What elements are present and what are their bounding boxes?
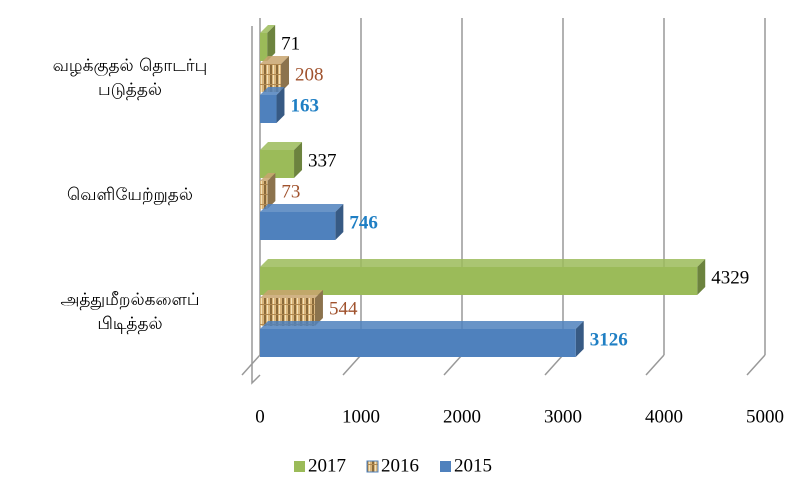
bar (260, 329, 576, 357)
legend-swatch (294, 461, 305, 472)
x-tick-label: 0 (255, 406, 265, 427)
legend-label: 2016 (381, 455, 419, 476)
x-tick-label: 1000 (342, 406, 380, 427)
bar-top (260, 173, 276, 181)
bar (260, 150, 295, 178)
value-label: 71 (281, 33, 300, 54)
bar-end (335, 204, 344, 240)
value-label: 208 (295, 64, 324, 85)
grid-line (342, 354, 362, 376)
grid-line (443, 354, 463, 376)
bar-top (260, 56, 290, 64)
grid-line (645, 354, 665, 376)
category-label: வெளியேற்றுதல் (67, 185, 193, 205)
value-label: 337 (308, 150, 337, 171)
grid-line (746, 354, 766, 376)
bar (260, 212, 336, 240)
legend-swatch (366, 460, 379, 473)
bar-top (260, 321, 584, 329)
bar-end (267, 173, 276, 209)
bar-end (294, 142, 303, 178)
category-label: படுத்தல் (98, 80, 162, 100)
bar (260, 181, 268, 209)
x-tick-label: 3000 (544, 406, 582, 427)
axis-wall (251, 26, 261, 385)
bar (260, 95, 277, 123)
bar-end (281, 56, 290, 92)
grid-line (544, 354, 564, 376)
grid-line (241, 354, 261, 376)
bar-end (267, 25, 276, 61)
legend-label: 2017 (308, 455, 346, 476)
bar-top (260, 290, 323, 298)
bar-end (314, 290, 323, 326)
bar-top (260, 87, 285, 95)
value-label: 3126 (590, 329, 628, 350)
x-tick-label: 5000 (746, 406, 784, 427)
category-label: வழக்குதல் தொடர்பு (53, 56, 208, 76)
legend-swatch (440, 461, 451, 472)
bar (260, 33, 268, 61)
bar-top (260, 142, 303, 150)
bar-end (575, 321, 584, 357)
bar-end (276, 87, 285, 123)
value-label: 73 (281, 181, 300, 202)
bar (260, 267, 698, 295)
category-label: அத்துமீறல்களைப் (60, 290, 199, 310)
category-label: பிடித்தல் (97, 314, 162, 334)
value-label: 163 (290, 95, 319, 116)
bar (260, 64, 282, 92)
value-label: 746 (349, 212, 378, 233)
bar-top (260, 259, 706, 267)
value-label: 4329 (711, 267, 749, 288)
bar-top (260, 204, 344, 212)
x-tick-label: 2000 (443, 406, 481, 427)
bar-end (697, 259, 706, 295)
bar-top (260, 25, 276, 33)
value-label: 544 (329, 298, 358, 319)
x-tick-label: 4000 (645, 406, 683, 427)
legend-label: 2015 (454, 455, 492, 476)
